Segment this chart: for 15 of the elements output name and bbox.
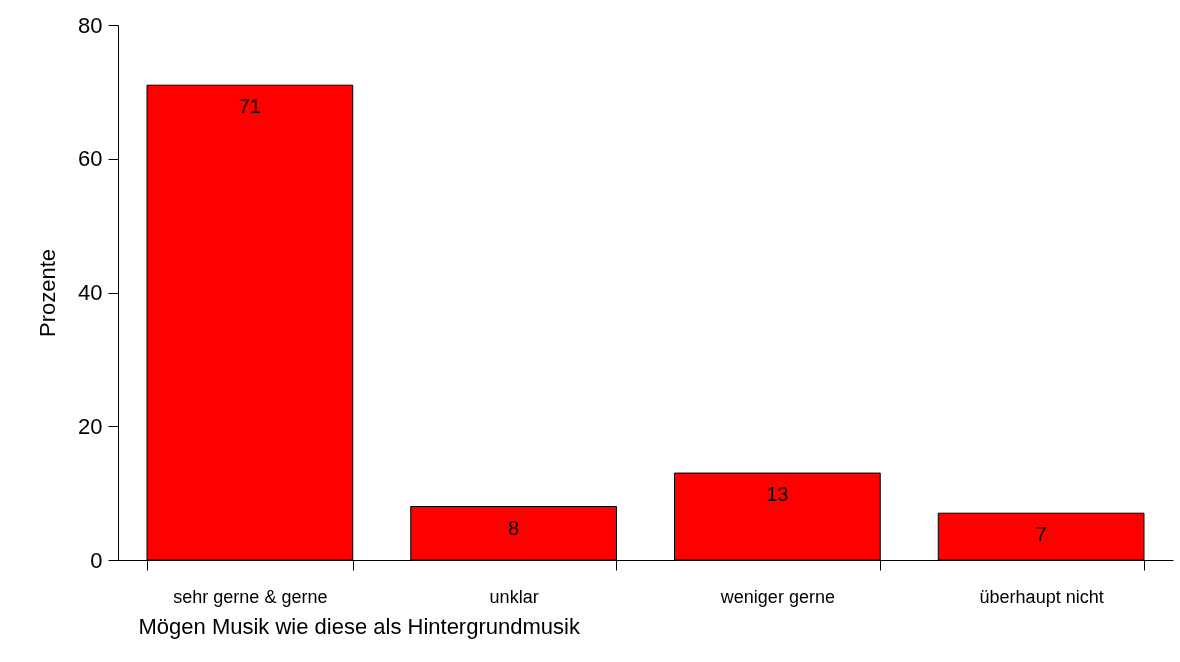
x-tick-label: überhaupt nicht xyxy=(979,586,1104,607)
y-tick-label: 40 xyxy=(78,280,103,305)
y-tick-label: 20 xyxy=(78,413,103,439)
x-tick-label: weniger gerne xyxy=(719,586,835,607)
data-label: 71 xyxy=(238,95,261,118)
y-tick-label: 80 xyxy=(78,12,103,38)
y-tick-label: 0 xyxy=(90,547,103,573)
x-tick-label: sehr gerne & gerne xyxy=(173,586,328,607)
data-label: 8 xyxy=(508,516,520,539)
y-tick-label: 60 xyxy=(78,146,103,172)
data-label: 7 xyxy=(1035,523,1047,546)
y-axis-title: Prozente xyxy=(35,248,61,338)
x-axis-title: Mögen Musik wie diese als Hintergrundmusik xyxy=(138,613,581,639)
x-tick-label: unklar xyxy=(489,586,539,607)
data-label: 13 xyxy=(766,483,789,506)
